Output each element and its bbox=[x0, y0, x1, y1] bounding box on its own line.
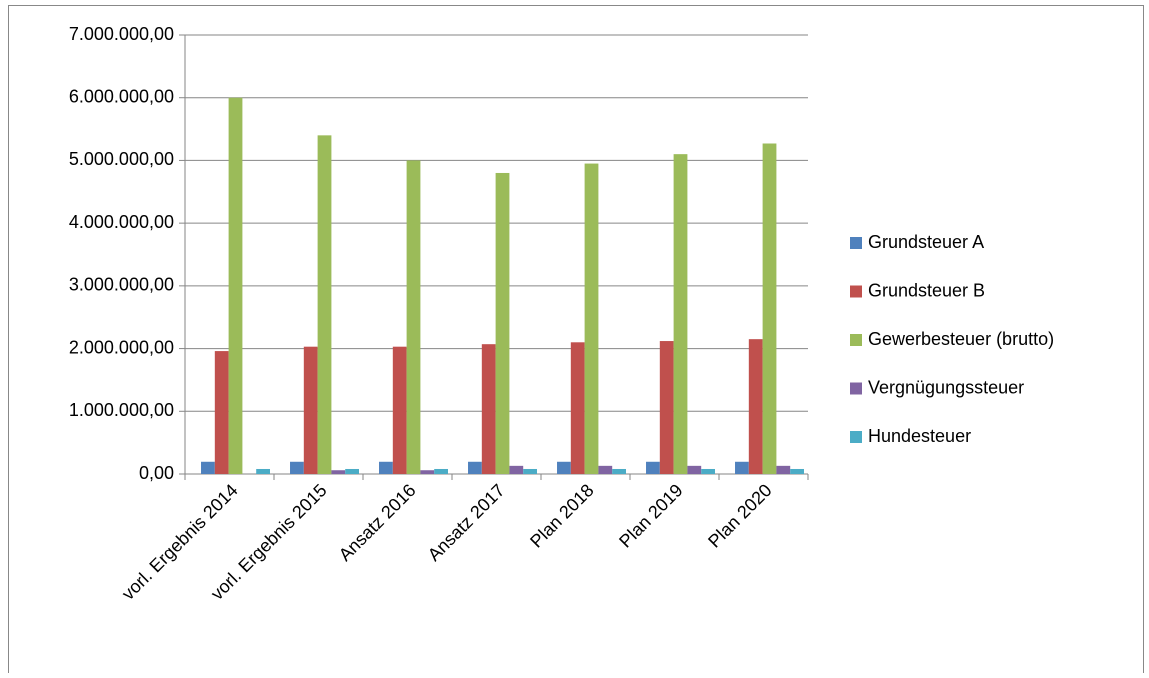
x-tick-label: Plan 2019 bbox=[615, 480, 686, 551]
legend-swatch bbox=[850, 431, 862, 443]
y-tick-label: 3.000.000,00 bbox=[69, 275, 174, 295]
legend-swatch bbox=[850, 285, 862, 298]
bar bbox=[228, 97, 243, 474]
bar bbox=[392, 346, 407, 474]
bar bbox=[420, 470, 435, 474]
legend-swatch bbox=[850, 237, 862, 249]
y-tick-label: 4.000.000,00 bbox=[69, 212, 174, 232]
x-tick-label: Plan 2020 bbox=[704, 480, 775, 551]
y-tick-label: 0,00 bbox=[139, 463, 174, 483]
legend-label: Gewerbesteuer (brutto) bbox=[868, 329, 1054, 349]
bar bbox=[406, 160, 421, 474]
y-tick-label: 2.000.000,00 bbox=[69, 337, 174, 357]
y-tick-label: 1.000.000,00 bbox=[69, 400, 174, 420]
bar bbox=[557, 461, 571, 474]
bar bbox=[659, 341, 674, 474]
bar bbox=[379, 461, 393, 474]
bar bbox=[345, 468, 359, 474]
legend-label: Vergnügungssteuer bbox=[868, 377, 1024, 397]
bar bbox=[598, 465, 613, 474]
bar bbox=[776, 465, 791, 474]
bar bbox=[701, 468, 715, 474]
y-tick-label: 7.000.000,00 bbox=[69, 24, 174, 44]
bar bbox=[509, 465, 524, 474]
legend-label: Hundesteuer bbox=[868, 426, 971, 446]
y-tick-label: 5.000.000,00 bbox=[69, 149, 174, 169]
bar bbox=[748, 339, 763, 474]
bar bbox=[584, 163, 599, 475]
x-tick-label: Plan 2018 bbox=[526, 480, 597, 551]
bar bbox=[612, 468, 626, 474]
bar bbox=[495, 172, 510, 474]
bar bbox=[762, 143, 777, 474]
bar bbox=[468, 461, 482, 474]
bar bbox=[735, 461, 749, 474]
bar bbox=[570, 342, 585, 474]
bar bbox=[673, 154, 688, 474]
bar bbox=[303, 346, 318, 474]
legend-label: Grundsteuer A bbox=[868, 232, 984, 252]
bar bbox=[290, 461, 304, 474]
bar bbox=[646, 461, 660, 474]
bar bbox=[790, 468, 804, 474]
bar bbox=[201, 461, 215, 474]
legend-swatch bbox=[850, 382, 862, 395]
y-tick-label: 6.000.000,00 bbox=[69, 86, 174, 106]
bar bbox=[481, 344, 496, 474]
bar bbox=[331, 470, 346, 474]
bar bbox=[434, 468, 448, 474]
chart-frame bbox=[8, 5, 1144, 678]
bar bbox=[256, 468, 270, 474]
bar bbox=[687, 465, 702, 474]
x-tick-label: Ansatz 2016 bbox=[335, 480, 420, 565]
bar bbox=[214, 351, 229, 474]
x-tick-label: Ansatz 2017 bbox=[424, 480, 509, 565]
bar bbox=[523, 468, 537, 474]
legend-label: Grundsteuer B bbox=[868, 280, 985, 300]
bar bbox=[317, 135, 332, 475]
legend-swatch bbox=[850, 334, 862, 346]
